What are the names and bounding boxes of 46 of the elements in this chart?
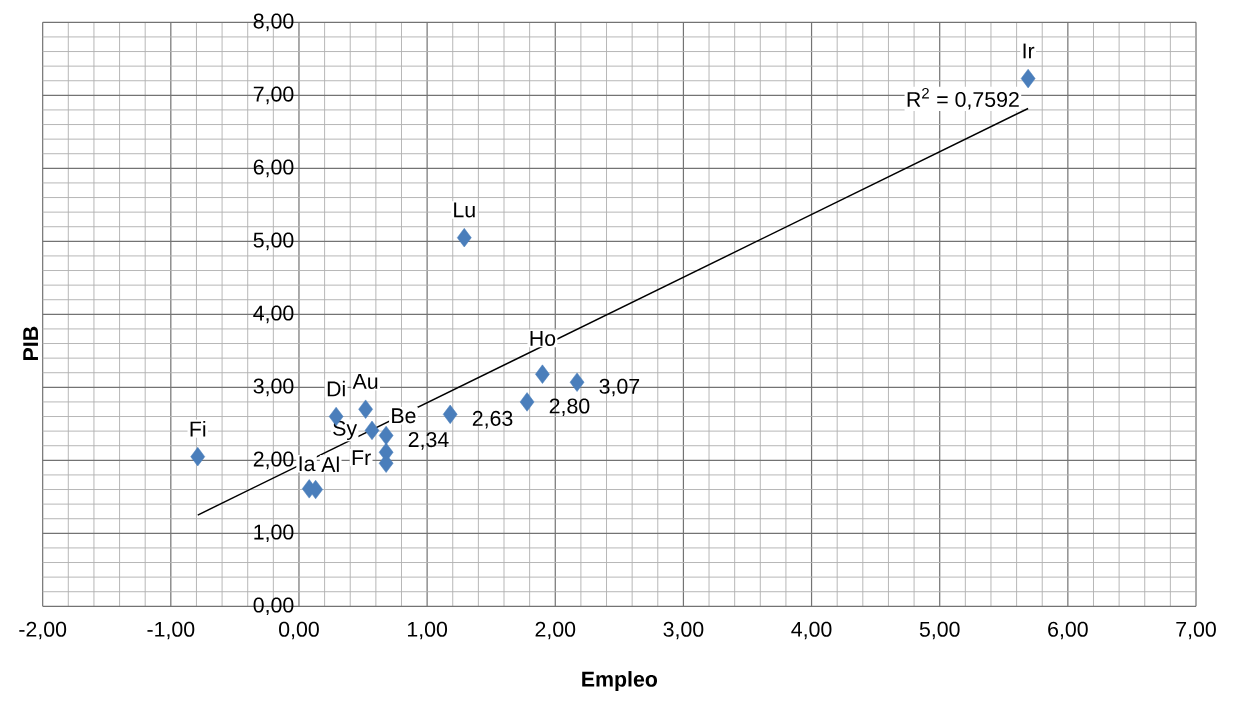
annotation: Fi [190, 420, 206, 437]
point [364, 420, 380, 440]
y-tick-label: 0,00 [253, 597, 294, 616]
x-tick-label: 3,00 [663, 621, 704, 640]
x-tick-label: 1,00 [407, 621, 448, 640]
point [569, 372, 585, 392]
point [535, 364, 550, 384]
y-tick-label: 4,00 [253, 305, 294, 324]
point [1020, 68, 1036, 89]
x-tick-label: 2,00 [535, 621, 576, 640]
y-tick-label: 2,00 [253, 451, 294, 470]
data-label: 2,34 [408, 432, 449, 450]
point [442, 404, 458, 424]
annotation: Au [352, 374, 378, 389]
x-tick-label: 7,00 [1176, 621, 1216, 640]
y-tick-label: 8,00 [253, 13, 294, 32]
y-tick-label: 5,00 [253, 232, 294, 251]
point [378, 425, 394, 446]
y-tick-label: 7,00 [253, 86, 294, 105]
x-tick-label: 5,00 [919, 621, 960, 640]
data-label: 2,80 [549, 398, 590, 417]
annotation: Ia [299, 456, 316, 472]
data-label: 2,63 [472, 410, 513, 429]
annotation: Fr [352, 450, 371, 465]
point [519, 392, 535, 412]
data-label: 3,07 [599, 378, 640, 397]
annotation: Ho [530, 331, 556, 346]
x-tick-label: -1,00 [147, 621, 195, 640]
x-tick-label: 0,00 [279, 621, 319, 640]
x-tick-label: 4,00 [791, 621, 832, 640]
y-tick-label: 6,00 [253, 159, 294, 178]
y-tick-label: 1,00 [254, 524, 294, 543]
x-axis-title: Empleo [582, 671, 658, 691]
annotation: Lu [454, 202, 475, 218]
annotation: Ir [1023, 43, 1035, 59]
x-tick-label: -2,00 [19, 621, 67, 640]
annotation: Di [327, 380, 345, 397]
annotation: Al [321, 456, 339, 472]
x-tick-label: 6,00 [1048, 621, 1088, 640]
annotation: Be [392, 408, 416, 424]
point [190, 447, 206, 467]
y-axis-title: PIB [23, 326, 38, 361]
point [457, 228, 472, 248]
annotation: R$^{2}$ = 0,7592 [907, 88, 1019, 110]
point [358, 399, 373, 419]
y-tick-label: 3,00 [253, 378, 294, 397]
